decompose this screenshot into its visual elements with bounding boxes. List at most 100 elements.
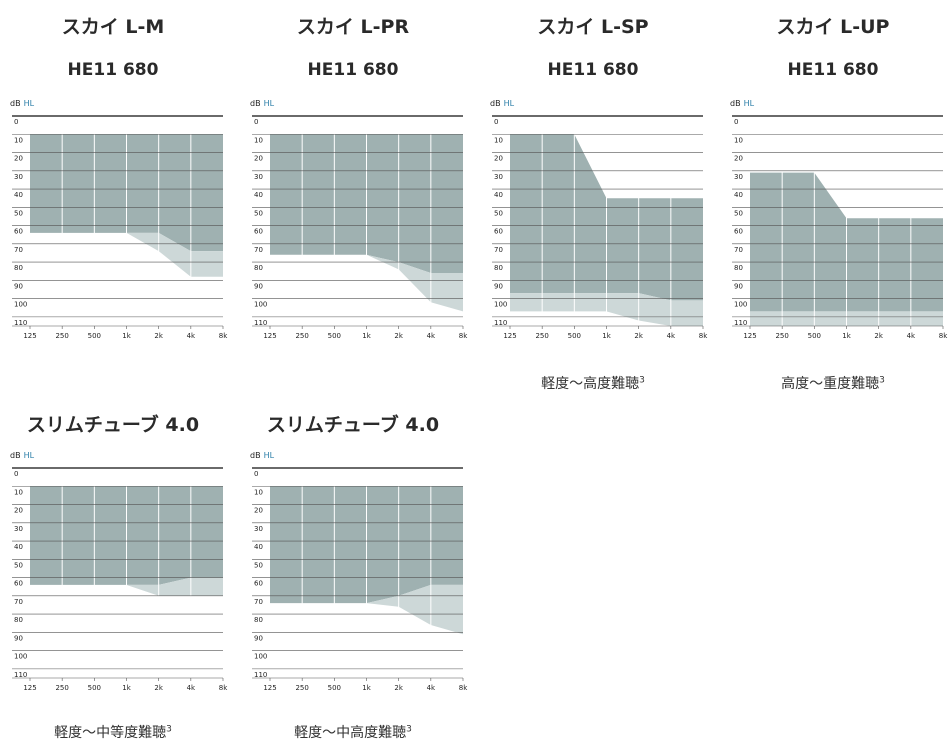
y-tick-label: 40 [14,191,23,199]
x-tick-label: 125 [23,684,36,692]
y-tick-label: 110 [14,671,27,679]
y-axis-label: dB HL [10,451,35,460]
y-tick-label: 40 [734,191,743,199]
x-tick-label: 2k [874,332,883,340]
y-tick-label: 110 [14,319,27,327]
y-tick-label: 10 [14,136,23,144]
x-tick-label: 1k [602,332,611,340]
chart-title: スカイ L-PR [296,16,410,38]
y-tick-label: 40 [14,543,23,551]
y-tick-label: 70 [734,246,743,254]
y-tick-label: 100 [494,301,507,309]
audiogram-chart: dB HL 0 10 20 30 40 50 60 70 80 90 100 110 125 250 500 1k… [10,451,228,692]
chart-title: スカイ L-SP [537,16,649,38]
x-tick-label: 125 [743,332,756,340]
hearing-range-caption: 軽度～中等度難聴3 [8,722,218,742]
x-tick-label: 4k [427,332,436,340]
y-tick-label: 50 [254,561,263,569]
x-tick-label: 2k [154,332,163,340]
y-tick-label: 50 [14,209,23,217]
y-tick-label: 20 [254,155,263,163]
y-tick-label: 30 [734,173,743,181]
x-tick-label: 1k [362,332,371,340]
y-tick-label: 90 [734,282,743,290]
x-tick-label: 125 [263,684,276,692]
y-tick-label: 10 [14,488,23,496]
chart-subtitle: HE11 680 [787,60,879,80]
secondary-range-area [30,577,223,596]
caption-footnote: 3 [166,724,172,735]
x-tick-label: 1k [122,332,131,340]
y-tick-label: 80 [14,616,23,624]
y-tick-label: 40 [254,543,263,551]
x-tick-label: 250 [295,684,308,692]
y-tick-label: 60 [494,228,503,236]
y-tick-label: 80 [494,264,503,272]
chart-subtitle: HE11 680 [307,60,399,80]
y-tick-label: 10 [734,136,743,144]
x-tick-label: 250 [775,332,788,340]
caption-text: 軽度～中等度難聴 [54,725,167,741]
y-tick-label: 20 [494,155,503,163]
hearing-range-caption: 軽度～高度難聴3 [488,373,698,393]
chart-title: スリムチューブ 4.0 [26,414,200,436]
y-tick-label: 90 [254,634,263,642]
chart-subtitle: HE11 680 [67,60,159,80]
x-tick-label: 8k [219,684,228,692]
y-tick-label: 0 [254,470,258,478]
y-tick-label: 0 [14,470,18,478]
x-tick-label: 4k [427,684,436,692]
y-axis-label: dB HL [250,451,275,460]
y-axis-label: dB HL [730,99,755,108]
y-tick-label: 0 [494,118,498,126]
caption-footnote: 3 [406,724,412,735]
secondary-range-area [270,254,463,312]
x-tick-label: 8k [459,684,468,692]
x-tick-label: 125 [263,332,276,340]
caption-footnote: 3 [879,375,885,386]
y-tick-label: 30 [494,173,503,181]
y-tick-label: 90 [494,282,503,290]
y-tick-label: 100 [254,653,267,661]
y-tick-label: 90 [14,282,23,290]
y-tick-label: 20 [254,507,263,515]
caption-text: 軽度～高度難聴 [541,376,640,392]
x-tick-label: 8k [459,332,468,340]
y-tick-label: 70 [14,598,23,606]
y-tick-label: 70 [254,598,263,606]
audiogram-chart: dB HL 0 10 20 30 40 50 60 70 80 90 100 110 125 250 500 1k… [250,99,468,340]
y-tick-label: 80 [254,264,263,272]
y-tick-label: 110 [494,319,507,327]
y-tick-label: 10 [254,136,263,144]
caption-text: 高度～重度難聴 [781,376,880,392]
x-tick-label: 8k [219,332,228,340]
y-tick-label: 50 [14,561,23,569]
y-tick-label: 10 [254,488,263,496]
y-tick-label: 110 [734,319,747,327]
x-tick-label: 250 [535,332,548,340]
y-tick-label: 20 [14,507,23,515]
y-tick-label: 40 [254,191,263,199]
audiogram-chart: dB HL 0 10 20 30 40 50 60 70 80 90 100 110 125 250 500 1k… [250,451,468,692]
y-tick-label: 70 [14,246,23,254]
y-tick-label: 0 [14,118,18,126]
x-tick-label: 4k [187,684,196,692]
x-tick-label: 4k [907,332,916,340]
y-tick-label: 100 [254,301,267,309]
x-tick-label: 8k [699,332,708,340]
y-tick-label: 40 [494,191,503,199]
chart-title: スカイ L-UP [776,16,890,38]
y-tick-label: 30 [14,173,23,181]
x-tick-label: 2k [394,684,403,692]
chart-subtitle: HE11 680 [547,60,639,80]
x-tick-label: 125 [503,332,516,340]
x-tick-label: 4k [187,332,196,340]
y-tick-label: 50 [734,209,743,217]
y-axis-label: dB HL [250,99,275,108]
x-tick-label: 500 [328,684,341,692]
x-tick-label: 500 [88,684,101,692]
x-tick-label: 125 [23,332,36,340]
x-tick-label: 2k [634,332,643,340]
caption-text: 軽度～中高度難聴 [294,725,407,741]
y-tick-label: 90 [254,282,263,290]
